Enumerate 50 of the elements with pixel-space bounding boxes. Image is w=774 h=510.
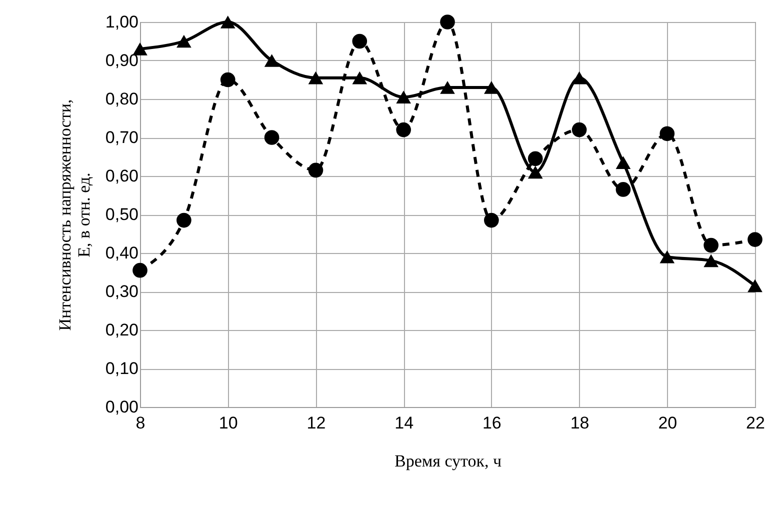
point (176, 212, 192, 228)
point (220, 72, 236, 88)
y-tick-label: 0,70 (105, 128, 138, 147)
point (264, 130, 280, 145)
point (704, 254, 718, 268)
y-tick-label: 1,00 (105, 12, 138, 32)
point (616, 156, 631, 169)
point (440, 81, 455, 94)
y-tick-label: 0,90 (105, 51, 138, 70)
x-tick-label: 10 (218, 414, 238, 432)
point (440, 14, 455, 30)
point (132, 42, 148, 56)
y-tick-label: 0,60 (105, 166, 138, 186)
point (484, 81, 499, 94)
point (176, 34, 192, 48)
point (748, 279, 762, 292)
point (352, 34, 368, 49)
point (484, 212, 499, 228)
y-axis-title: Интенсивность напряженности, E, в отн. ед. (55, 99, 94, 331)
point (660, 126, 675, 142)
x-tick-label: 20 (658, 414, 678, 432)
y-tick-label: 0,50 (105, 205, 138, 224)
point (132, 262, 148, 278)
x-tick-label: 12 (306, 414, 326, 432)
y-tick-label: 0,20 (105, 320, 138, 340)
point (308, 71, 324, 84)
point (396, 122, 411, 138)
point (660, 250, 675, 264)
x-tick-label: 18 (570, 414, 590, 432)
point (308, 162, 324, 178)
x-axis-title: Время суток, ч (394, 452, 502, 470)
point (704, 238, 718, 253)
point (396, 90, 411, 104)
point (220, 16, 236, 28)
y-tick-label: 0,00 (105, 398, 138, 416)
x-tick-label: 8 (136, 414, 146, 432)
x-tick-label: 14 (394, 414, 414, 432)
x-tick-label: 22 (746, 414, 765, 432)
y-tick-label: 0,80 (105, 90, 138, 108)
point (352, 71, 368, 84)
point (528, 166, 543, 179)
x-tick-label: 16 (482, 414, 502, 432)
point (616, 182, 631, 197)
y-tick-label: 0,40 (105, 244, 138, 262)
point (264, 54, 280, 67)
y-tick-label: 0,10 (105, 359, 138, 378)
point (572, 122, 587, 138)
point (748, 232, 762, 247)
point (528, 151, 543, 166)
y-tick-label: 0,30 (105, 282, 138, 301)
